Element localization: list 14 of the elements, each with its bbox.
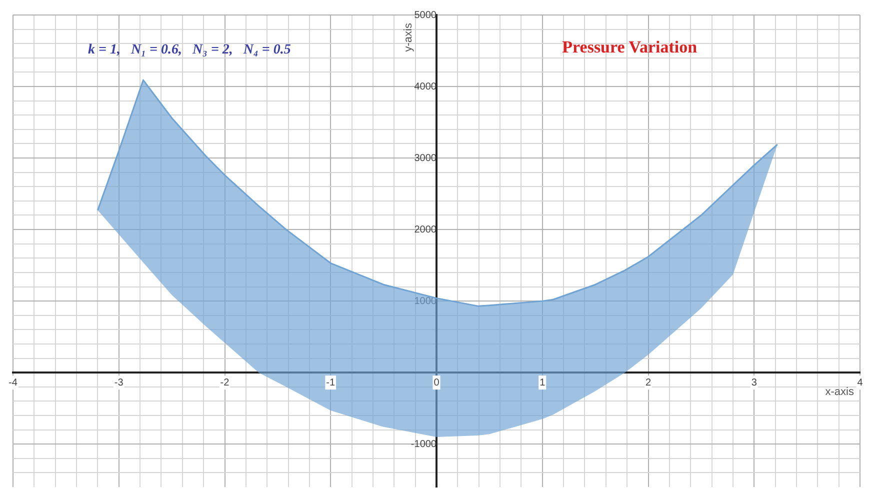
x-tick-label: -1 — [326, 377, 336, 388]
x-tick-label: 2 — [645, 377, 652, 388]
y-tick-label: 5000 — [414, 10, 437, 21]
x-tick-label: 0 — [434, 377, 440, 388]
x-tick-label: 3 — [751, 377, 758, 388]
y-axis-title: y-axis — [402, 22, 415, 52]
text: Pressure Variation — [562, 37, 698, 56]
x-tick-label: 1 — [540, 377, 546, 388]
x-tick-label: -2 — [220, 377, 230, 388]
x-tick-label: 4 — [857, 377, 864, 388]
x-tick-label: -4 — [8, 377, 18, 388]
annotation: k = 1, N₁ = 0.6, N₃ = 2, N₄ = 0.5 — [88, 42, 291, 58]
x-axis-title: x-axis — [825, 386, 854, 398]
x-tick-label: -3 — [114, 377, 124, 388]
